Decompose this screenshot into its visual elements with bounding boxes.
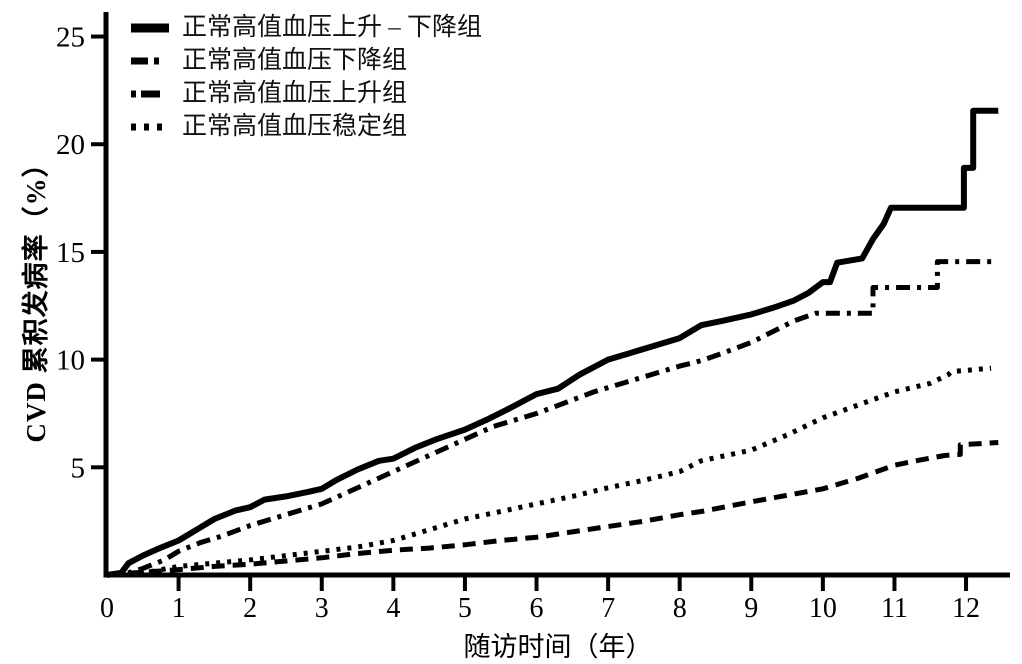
svg-text:20: 20 [56,129,85,161]
x-axis-title: 随访时间（年） [463,632,653,662]
svg-text:10: 10 [809,593,837,624]
svg-text:5: 5 [458,593,472,624]
svg-text:11: 11 [881,593,908,624]
legend-item: 正常高值血压稳定组 [128,110,482,143]
svg-text:5: 5 [71,452,86,484]
svg-text:2: 2 [243,593,257,624]
legend-line-sample-dashed [131,57,169,64]
svg-text:25: 25 [56,22,85,54]
legend-item: 正常高值血压上升组 [128,77,482,110]
y-axis-title: CVD 累积发病率（%） [21,149,51,443]
svg-text:0: 0 [100,593,114,624]
legend-item: 正常高值血压上升 – 下降组 [128,11,482,44]
legend-label: 正常高值血压上升组 [182,80,408,107]
svg-text:4: 4 [386,593,400,624]
legend: 正常高值血压上升 – 下降组 正常高值血压下降组 正常高值血压上升组 正常高值血… [128,11,482,143]
svg-text:15: 15 [56,237,85,269]
svg-text:1: 1 [172,593,186,624]
svg-text:7: 7 [601,593,615,624]
svg-text:8: 8 [673,593,687,624]
legend-line-sample-dotted [131,123,169,130]
legend-label: 正常高值血压上升 – 下降组 [182,14,483,41]
legend-item: 正常高值血压下降组 [128,44,482,77]
svg-text:9: 9 [744,593,758,624]
svg-text:3: 3 [315,593,329,624]
legend-line-sample-solid [131,23,169,32]
svg-text:6: 6 [530,593,544,624]
svg-text:10: 10 [56,345,85,377]
legend-line-sample-dash-dot [131,90,169,97]
svg-text:12: 12 [952,593,980,624]
legend-label: 正常高值血压下降组 [182,47,408,74]
legend-label: 正常高值血压稳定组 [182,113,408,140]
